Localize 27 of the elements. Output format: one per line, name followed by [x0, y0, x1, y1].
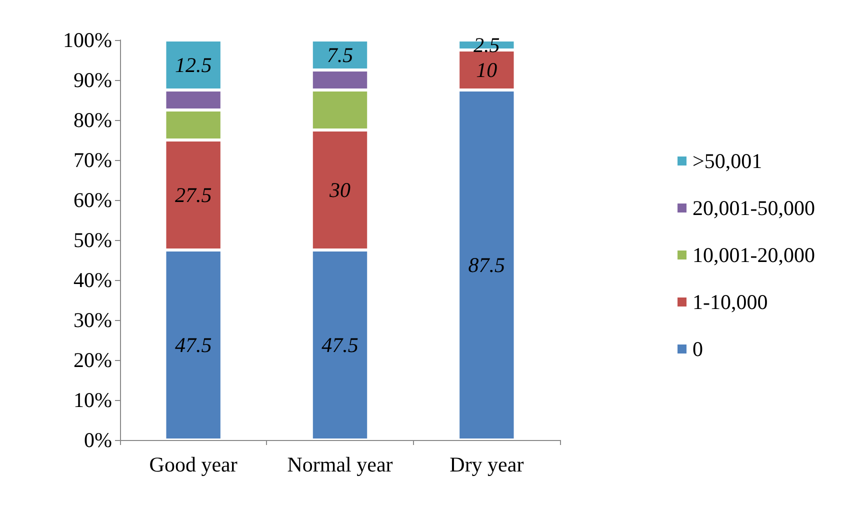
- data-label: 27.5: [174, 183, 212, 207]
- y-tick-label: 10%: [74, 388, 112, 412]
- y-tick-label: 60%: [74, 188, 112, 212]
- data-label: 47.5: [174, 333, 212, 357]
- legend-label: 1-10,000: [692, 290, 768, 314]
- legend-label: >50,001: [692, 149, 762, 173]
- legend-label: 10,001-20,000: [692, 243, 816, 267]
- y-tick-label: 100%: [63, 28, 112, 52]
- y-tick-label: 80%: [74, 108, 112, 132]
- x-tick-label: Good year: [149, 452, 238, 476]
- y-tick-label: 30%: [74, 308, 112, 332]
- y-tick-label: 20%: [74, 348, 112, 372]
- data-label: 7.5: [326, 43, 354, 67]
- data-label: 47.5: [322, 333, 358, 357]
- legend-label: 0: [692, 337, 704, 361]
- data-label: 10: [476, 58, 498, 82]
- y-tick-label: 50%: [74, 228, 112, 252]
- y-tick-label: 0%: [84, 428, 112, 452]
- legend-label: 20,001-50,000: [692, 196, 816, 220]
- y-tick-label: 90%: [74, 68, 112, 92]
- data-label: 30: [328, 178, 351, 202]
- x-tick-label: Dry year: [450, 452, 524, 476]
- data-label: 87.5: [468, 253, 506, 277]
- data-label: 12.5: [174, 53, 212, 77]
- y-tick-label: 70%: [74, 148, 112, 172]
- y-tick-label: 40%: [74, 268, 112, 292]
- x-tick-label: Normal year: [287, 452, 393, 476]
